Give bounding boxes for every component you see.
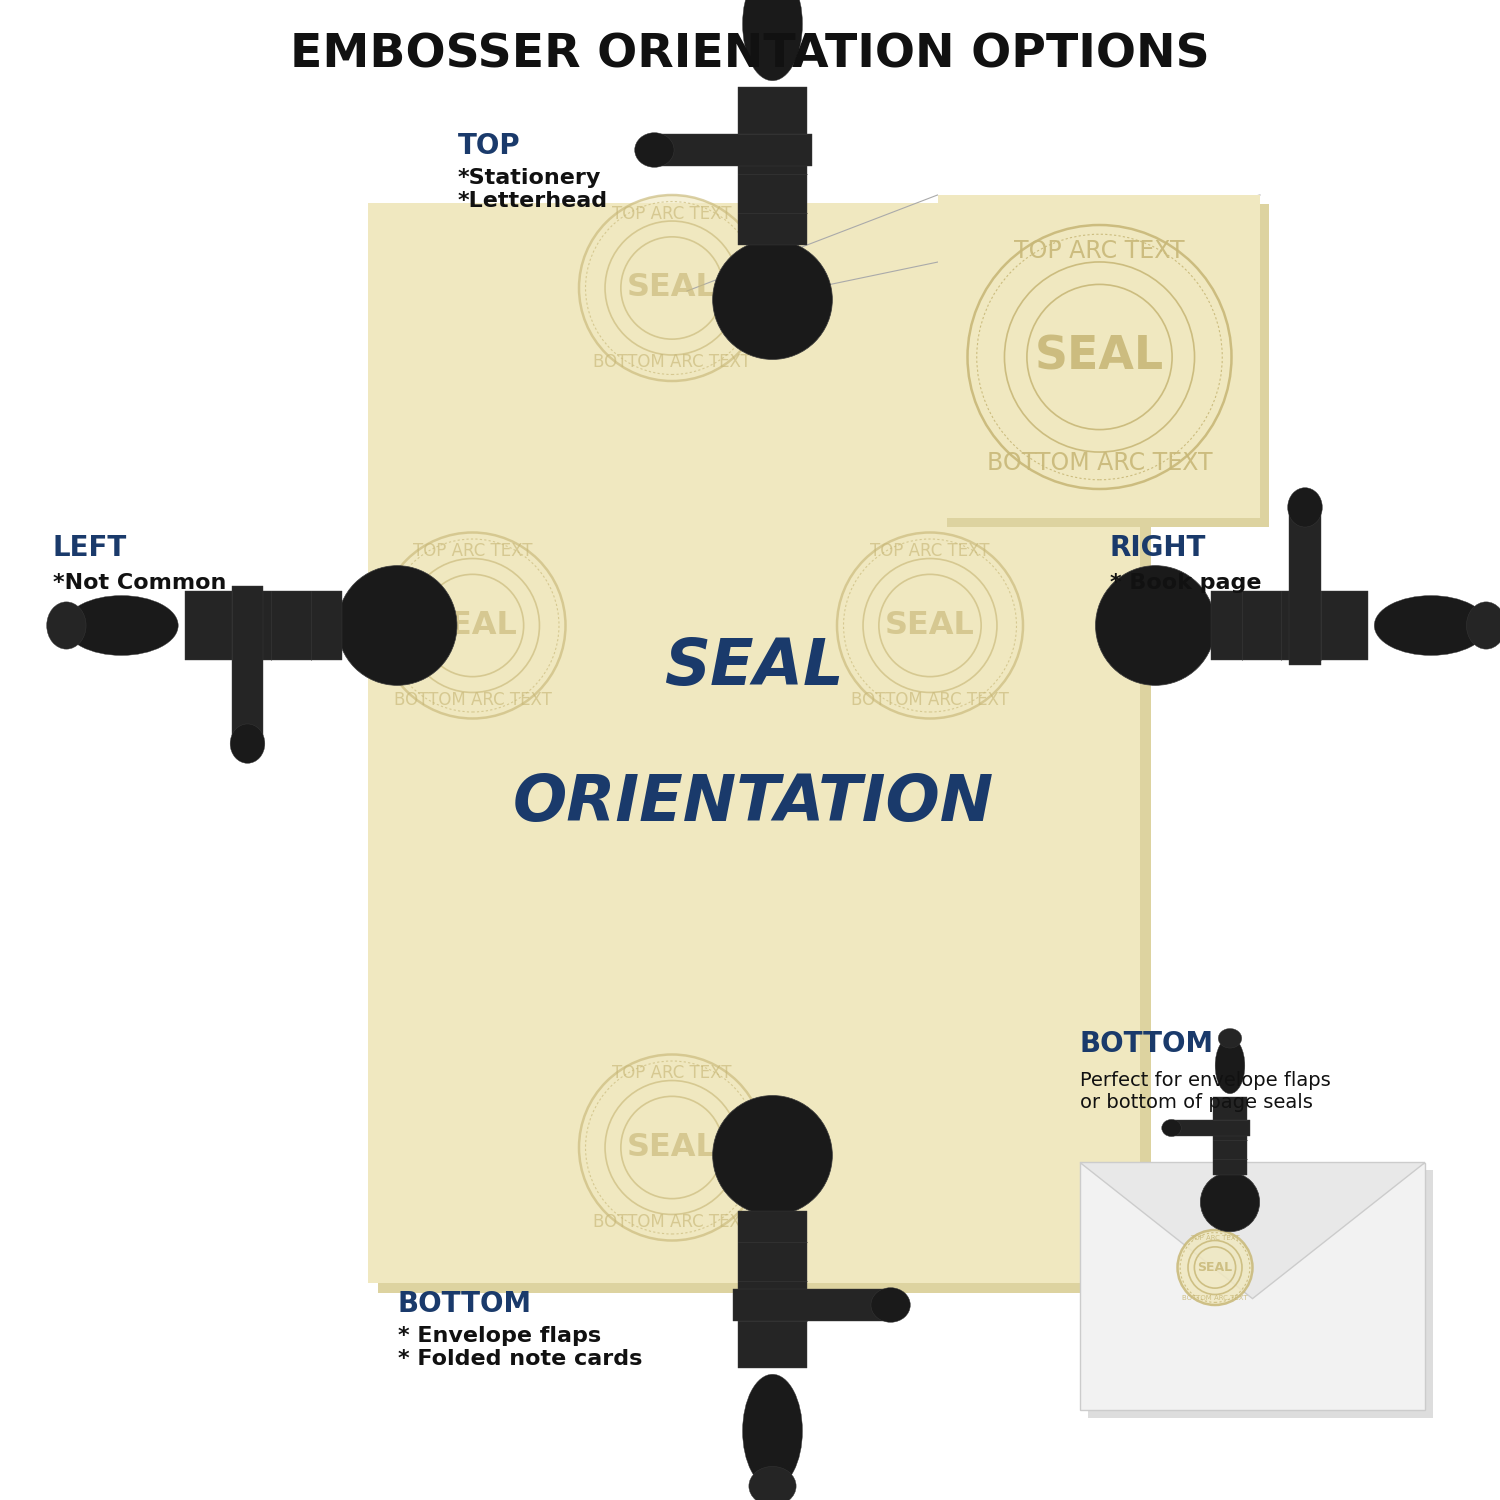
FancyBboxPatch shape — [1088, 1170, 1432, 1418]
Circle shape — [1178, 1230, 1252, 1305]
Circle shape — [712, 1095, 833, 1215]
Text: BOTTOM ARC TEXT: BOTTOM ARC TEXT — [987, 450, 1212, 474]
Circle shape — [380, 532, 566, 718]
Polygon shape — [1210, 591, 1368, 660]
Polygon shape — [738, 1210, 807, 1368]
Text: SEAL: SEAL — [885, 610, 975, 640]
Text: EMBOSSER ORIENTATION OPTIONS: EMBOSSER ORIENTATION OPTIONS — [290, 33, 1210, 78]
Polygon shape — [1222, 1179, 1238, 1214]
Polygon shape — [758, 1131, 789, 1203]
Ellipse shape — [1287, 488, 1323, 526]
Text: SEAL: SEAL — [627, 273, 717, 303]
Text: SEAL: SEAL — [1197, 1262, 1233, 1274]
Ellipse shape — [46, 602, 86, 650]
Text: SEAL: SEAL — [427, 610, 518, 640]
Text: *Stationery
*Letterhead: *Stationery *Letterhead — [458, 168, 608, 211]
Ellipse shape — [748, 1467, 796, 1500]
Polygon shape — [1080, 1162, 1425, 1299]
Text: ORIENTATION: ORIENTATION — [513, 771, 994, 834]
Circle shape — [579, 195, 765, 381]
Text: TOP ARC TEXT: TOP ARC TEXT — [612, 204, 732, 222]
Circle shape — [837, 532, 1023, 718]
Text: BOTTOM ARC TEXT: BOTTOM ARC TEXT — [850, 692, 1010, 709]
FancyBboxPatch shape — [378, 213, 1150, 1293]
Circle shape — [579, 1054, 765, 1240]
Polygon shape — [350, 610, 420, 642]
Ellipse shape — [742, 1374, 802, 1488]
Text: LEFT: LEFT — [53, 534, 126, 562]
Text: SEAL: SEAL — [1035, 334, 1164, 380]
Circle shape — [1095, 566, 1215, 686]
Ellipse shape — [871, 1287, 910, 1323]
Text: TOP ARC TEXT: TOP ARC TEXT — [1014, 240, 1185, 264]
Polygon shape — [1214, 1096, 1246, 1174]
Ellipse shape — [1161, 1119, 1182, 1137]
Text: TOP: TOP — [458, 132, 520, 160]
Circle shape — [968, 225, 1232, 489]
Text: BOTTOM ARC TEXT: BOTTOM ARC TEXT — [592, 354, 752, 372]
Text: BOTTOM: BOTTOM — [1080, 1029, 1214, 1057]
Text: TOP ARC TEXT: TOP ARC TEXT — [612, 1064, 732, 1082]
Text: TOP ARC TEXT: TOP ARC TEXT — [870, 542, 990, 560]
Polygon shape — [734, 1288, 882, 1322]
Polygon shape — [1131, 610, 1203, 642]
Polygon shape — [1288, 516, 1320, 664]
Ellipse shape — [230, 724, 266, 764]
Polygon shape — [231, 586, 264, 736]
Text: * Envelope flaps
* Folded note cards: * Envelope flaps * Folded note cards — [398, 1326, 642, 1370]
Polygon shape — [184, 591, 342, 660]
Text: * Book page: * Book page — [1110, 573, 1262, 592]
Text: BOTTOM: BOTTOM — [398, 1290, 531, 1318]
Ellipse shape — [1215, 1038, 1245, 1094]
Text: BOTTOM ARC TEXT: BOTTOM ARC TEXT — [592, 1214, 752, 1231]
Polygon shape — [738, 87, 807, 245]
Text: SEAL: SEAL — [664, 636, 843, 699]
Text: Perfect for envelope flaps
or bottom of page seals: Perfect for envelope flaps or bottom of … — [1080, 1071, 1330, 1112]
Ellipse shape — [1374, 596, 1488, 656]
FancyBboxPatch shape — [368, 202, 1140, 1282]
Polygon shape — [1176, 1120, 1250, 1136]
Text: *Not Common: *Not Common — [53, 573, 226, 592]
Text: TOP ARC TEXT: TOP ARC TEXT — [1190, 1234, 1240, 1240]
Polygon shape — [663, 135, 812, 166]
Ellipse shape — [1218, 1029, 1242, 1048]
Polygon shape — [758, 252, 789, 324]
Ellipse shape — [634, 132, 674, 168]
Circle shape — [712, 240, 833, 360]
Ellipse shape — [64, 596, 178, 656]
Text: SEAL: SEAL — [627, 1132, 717, 1162]
Ellipse shape — [742, 0, 802, 81]
Text: BOTTOM ARC TEXT: BOTTOM ARC TEXT — [1182, 1294, 1248, 1300]
Text: BOTTOM ARC TEXT: BOTTOM ARC TEXT — [393, 692, 552, 709]
FancyBboxPatch shape — [946, 204, 1269, 526]
Text: RIGHT: RIGHT — [1110, 534, 1206, 562]
FancyBboxPatch shape — [1080, 1162, 1425, 1410]
Ellipse shape — [1467, 602, 1500, 650]
Circle shape — [1200, 1173, 1260, 1232]
Circle shape — [338, 566, 458, 686]
FancyBboxPatch shape — [938, 195, 1260, 518]
Text: TOP ARC TEXT: TOP ARC TEXT — [413, 542, 532, 560]
